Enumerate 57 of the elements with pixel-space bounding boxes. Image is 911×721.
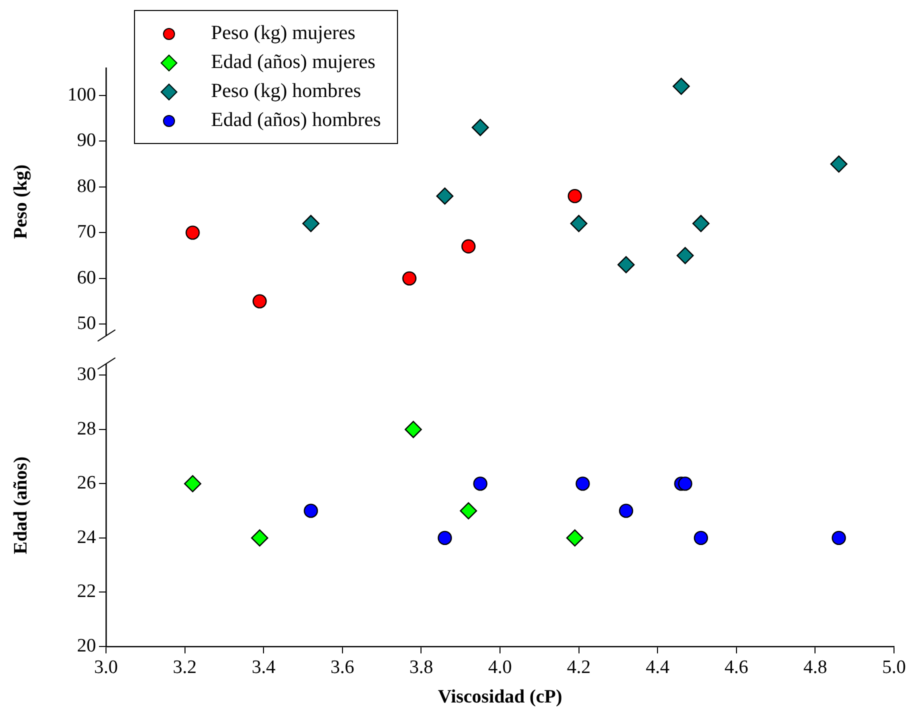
x-axis-title: Viscosidad (cP) xyxy=(438,686,562,708)
point xyxy=(676,246,694,264)
point xyxy=(186,226,200,240)
y-tick-label: 28 xyxy=(77,418,96,440)
x-tick-label: 4.6 xyxy=(724,656,748,678)
point xyxy=(692,214,710,232)
point xyxy=(304,504,318,518)
x-tick-label: 3.0 xyxy=(94,656,118,678)
y-tick-label: 20 xyxy=(77,635,96,656)
y-tick-label: 22 xyxy=(77,581,96,602)
point xyxy=(678,476,692,491)
point xyxy=(568,188,582,204)
point xyxy=(402,271,416,286)
point xyxy=(576,476,590,491)
point xyxy=(302,214,320,232)
y-tick-label: 26 xyxy=(77,472,96,494)
point xyxy=(252,294,267,308)
point xyxy=(436,187,454,205)
x-tick-label: 3.8 xyxy=(409,656,434,678)
point xyxy=(438,530,452,546)
point xyxy=(184,475,202,492)
y-tick-label: 30 xyxy=(77,364,96,386)
point xyxy=(694,530,708,546)
y-tick-label: 50 xyxy=(77,313,96,334)
point xyxy=(461,239,476,254)
y-tick-label: 100 xyxy=(68,84,96,106)
x-tick-label: 3.6 xyxy=(330,656,354,678)
point xyxy=(570,214,588,232)
legend-label: Peso (kg) mujeres xyxy=(211,21,356,46)
point xyxy=(830,155,848,173)
x-tick-label: 5.0 xyxy=(882,656,906,678)
point xyxy=(618,504,634,518)
point xyxy=(251,529,268,547)
x-tick-label: 3.4 xyxy=(252,656,276,678)
point xyxy=(460,502,478,520)
point xyxy=(472,118,489,136)
point xyxy=(404,420,422,438)
x-tick-label: 4.8 xyxy=(803,656,828,678)
y-tick-label: 80 xyxy=(77,176,96,197)
legend-label: Peso (kg) hombres xyxy=(211,79,361,104)
point xyxy=(617,256,635,274)
y-tick-label: 70 xyxy=(77,222,96,243)
y-tick-label: 60 xyxy=(77,267,96,288)
x-tick-label: 3.2 xyxy=(172,656,197,678)
x-tick-label: 4.4 xyxy=(646,656,670,678)
y-tick-label: 24 xyxy=(77,526,96,548)
point xyxy=(566,529,584,547)
x-tick-label: 4.0 xyxy=(488,656,512,678)
y-axis-title: Peso (kg) xyxy=(10,164,32,240)
legend-label: Edad (años) mujeres xyxy=(211,50,376,75)
y-axis-title: Edad (años) xyxy=(10,456,32,554)
x-tick-label: 4.2 xyxy=(566,656,591,678)
point xyxy=(832,530,846,546)
point xyxy=(672,78,690,95)
y-tick-label: 90 xyxy=(77,130,96,152)
legend-label: Edad (años) hombres xyxy=(211,108,381,133)
point xyxy=(473,476,488,491)
